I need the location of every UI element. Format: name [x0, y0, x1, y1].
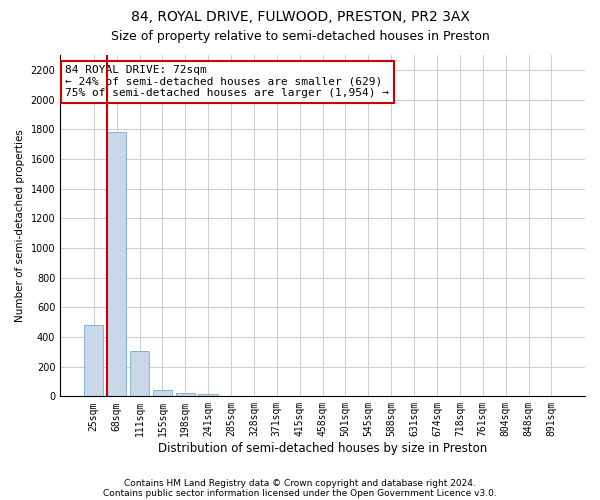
- Text: Contains public sector information licensed under the Open Government Licence v3: Contains public sector information licen…: [103, 488, 497, 498]
- Bar: [84, 325, 103, 396]
- Text: 84, ROYAL DRIVE, FULWOOD, PRESTON, PR2 3AX: 84, ROYAL DRIVE, FULWOOD, PRESTON, PR2 3…: [131, 10, 469, 24]
- Bar: [199, 394, 218, 396]
- Bar: [176, 393, 195, 396]
- Text: 84 ROYAL DRIVE: 72sqm
← 24% of semi-detached houses are smaller (629)
75% of sem: 84 ROYAL DRIVE: 72sqm ← 24% of semi-deta…: [65, 65, 389, 98]
- X-axis label: Distribution of semi-detached houses by size in Preston: Distribution of semi-detached houses by …: [158, 442, 487, 455]
- Text: Contains HM Land Registry data © Crown copyright and database right 2024.: Contains HM Land Registry data © Crown c…: [124, 478, 476, 488]
- Y-axis label: Number of semi-detached properties: Number of semi-detached properties: [15, 129, 25, 322]
- Bar: [130, 351, 149, 397]
- Text: Size of property relative to semi-detached houses in Preston: Size of property relative to semi-detach…: [110, 30, 490, 43]
- Bar: [152, 390, 172, 396]
- Bar: [107, 132, 127, 396]
